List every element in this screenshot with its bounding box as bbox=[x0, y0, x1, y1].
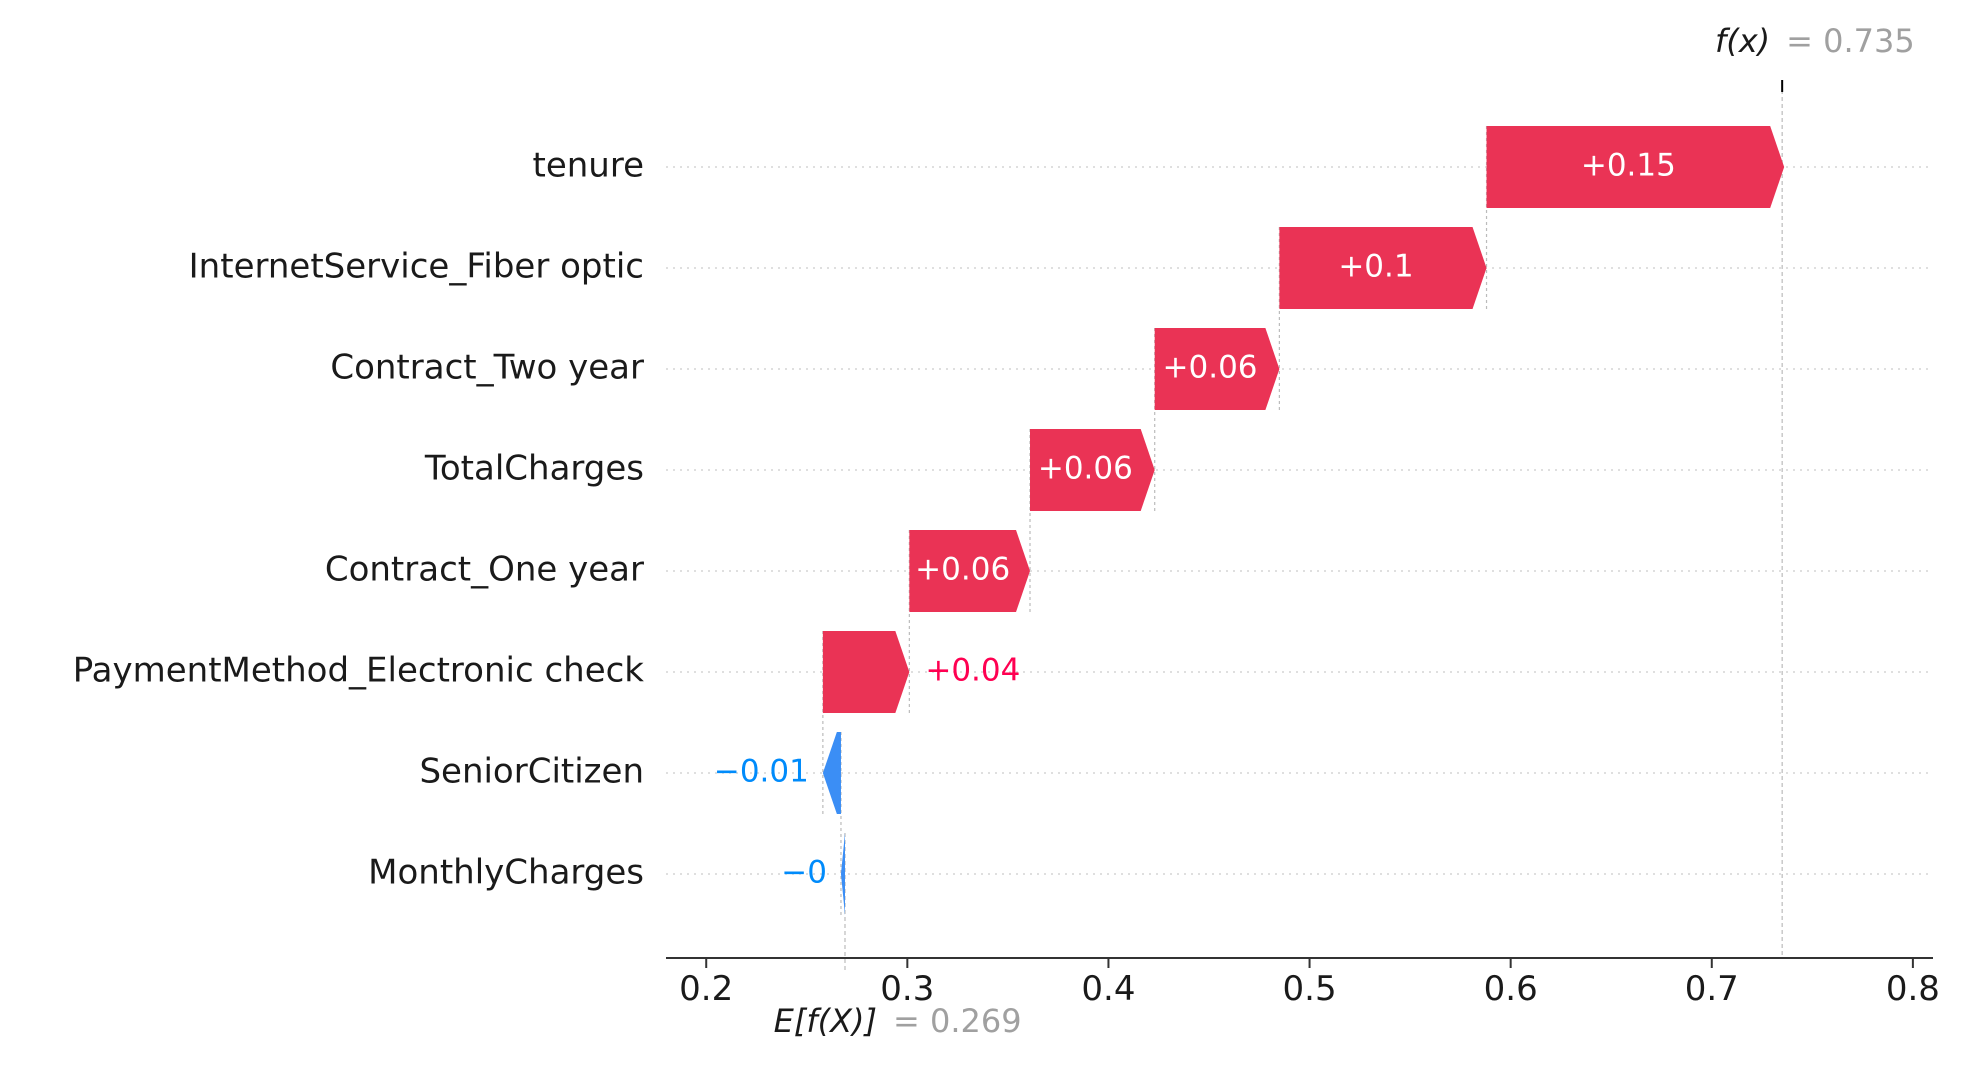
bar-value-label: −0.01 bbox=[714, 754, 809, 790]
bar-value-label: +0.15 bbox=[1581, 148, 1676, 184]
base-value-text: = 0.269 bbox=[893, 1002, 1022, 1040]
bar-value-label: +0.1 bbox=[1338, 249, 1413, 285]
bar-value-label: +0.06 bbox=[1038, 451, 1133, 487]
bar-value-label: +0.06 bbox=[915, 552, 1010, 588]
feature-label: TotalCharges bbox=[424, 449, 644, 489]
bar-paymentmethod-electronic-check bbox=[822, 631, 910, 713]
annotation-layer: f(x) = 0.735 E[f(X)] = 0.269 bbox=[774, 22, 1915, 1040]
feature-label: PaymentMethod_Electronic check bbox=[73, 651, 645, 691]
feature-label: tenure bbox=[533, 146, 645, 186]
bar-internetservice-fiber-optic bbox=[1279, 227, 1487, 309]
feature-label: Contract_Two year bbox=[330, 348, 644, 388]
x-tick-label: 0.8 bbox=[1886, 969, 1940, 1009]
final-value-label: f(x) bbox=[1715, 22, 1770, 60]
bar-value-label: +0.04 bbox=[925, 653, 1020, 689]
bar-seniorcitizen bbox=[822, 732, 841, 814]
feature-label: MonthlyCharges bbox=[368, 853, 644, 893]
feature-label: InternetService_Fiber optic bbox=[189, 247, 644, 287]
bar-layer bbox=[822, 126, 1785, 915]
final-value-text: = 0.735 bbox=[1786, 22, 1915, 60]
feature-label: Contract_One year bbox=[325, 550, 644, 590]
bar-value-label: +0.06 bbox=[1163, 350, 1258, 386]
bar-tenure bbox=[1486, 126, 1785, 208]
x-tick-label: 0.6 bbox=[1484, 969, 1538, 1009]
feature-label: SeniorCitizen bbox=[419, 752, 644, 792]
base-value-label: E[f(X)] bbox=[774, 1002, 877, 1040]
guide-layer bbox=[822, 80, 1784, 970]
bar-contract-one-year bbox=[909, 530, 1031, 612]
x-tick-label: 0.4 bbox=[1081, 969, 1135, 1009]
x-tick-label: 0.3 bbox=[880, 969, 934, 1009]
x-tick-label: 0.5 bbox=[1283, 969, 1337, 1009]
x-axis: 0.2 0.3 0.4 0.5 0.6 0.7 0.8 bbox=[666, 957, 1940, 1009]
label-layer: +0.15 tenure +0.1 InternetService_Fiber opt… bbox=[73, 146, 1676, 893]
bar-contract-two-year bbox=[1154, 328, 1280, 410]
bar-value-label: −0 bbox=[781, 855, 827, 891]
x-tick-label: 0.7 bbox=[1685, 969, 1739, 1009]
bar-monthlycharges bbox=[840, 833, 845, 915]
x-tick-label: 0.2 bbox=[679, 969, 733, 1009]
bar-totalcharges bbox=[1030, 429, 1155, 511]
